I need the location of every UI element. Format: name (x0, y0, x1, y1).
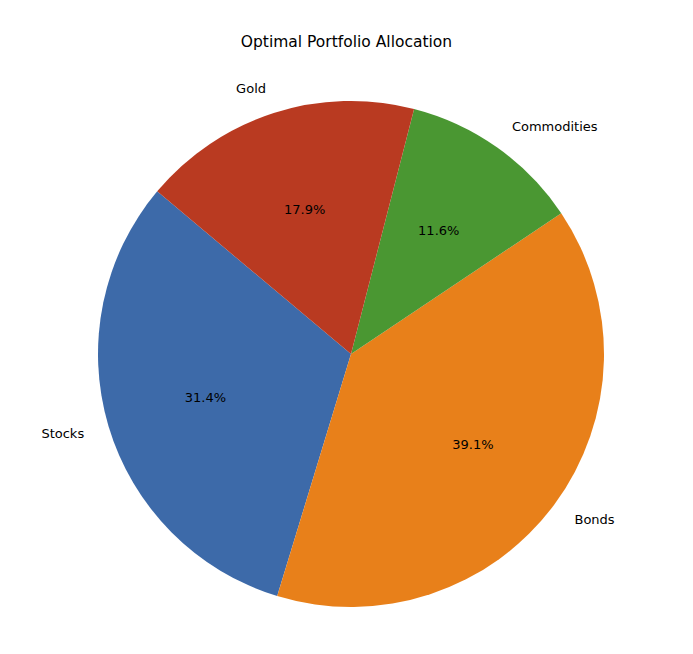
data-label: 39.1% (452, 437, 493, 452)
data-label: 17.9% (284, 202, 325, 217)
slices (98, 101, 604, 607)
slice-label: Commodities (512, 119, 598, 134)
data-label: 31.4% (185, 390, 226, 405)
slice-label: Bonds (574, 512, 614, 527)
chart: Optimal Portfolio Allocation Stocks 31.4% B… (0, 0, 693, 654)
slice-label: Stocks (41, 426, 84, 441)
data-label: 11.6% (418, 223, 459, 238)
slice-label: Gold (236, 81, 266, 96)
pie-slice (157, 101, 414, 354)
chart-title: Optimal Portfolio Allocation (241, 33, 452, 51)
